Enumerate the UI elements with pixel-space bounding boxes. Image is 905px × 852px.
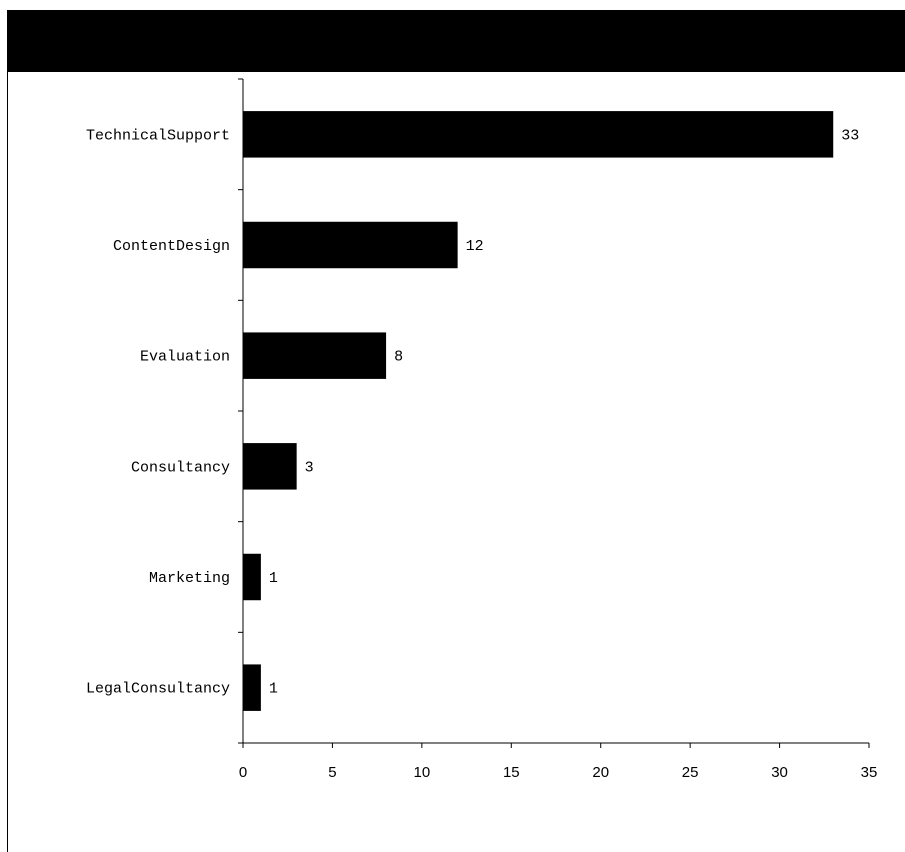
bar (243, 332, 387, 379)
x-tick-label: 20 (592, 764, 609, 781)
labels: TechnicalSupport 33 ContentDesign 12 Evaluat… (86, 127, 859, 697)
value-label: 1 (269, 681, 278, 698)
axes: 0 5 10 15 20 25 30 35 (238, 78, 878, 781)
chart-title-bar (7, 10, 905, 72)
value-label: 1 (269, 570, 278, 587)
bar (243, 553, 261, 601)
bar (243, 443, 297, 490)
x-tick-label: 0 (239, 764, 247, 781)
category-label: LegalConsultancy (86, 681, 230, 698)
value-label: 8 (394, 349, 403, 366)
bar (243, 221, 458, 269)
category-label: Evaluation (140, 349, 230, 366)
x-tick-label: 35 (861, 764, 878, 781)
x-tick-label: 5 (328, 764, 336, 781)
bar (243, 664, 261, 711)
value-label: 12 (466, 238, 484, 255)
x-tick-label: 15 (503, 764, 520, 781)
chart-frame (7, 10, 905, 852)
value-label: 3 (305, 459, 314, 476)
bar (243, 111, 834, 158)
value-label: 33 (841, 127, 859, 144)
bars (243, 111, 834, 711)
x-tick-label: 10 (414, 764, 431, 781)
x-tick-label: 30 (771, 764, 788, 781)
category-label: ContentDesign (113, 238, 230, 255)
category-label: Marketing (149, 570, 230, 587)
category-label: Consultancy (131, 459, 230, 476)
x-tick-label: 25 (682, 764, 699, 781)
category-label: TechnicalSupport (86, 127, 230, 144)
